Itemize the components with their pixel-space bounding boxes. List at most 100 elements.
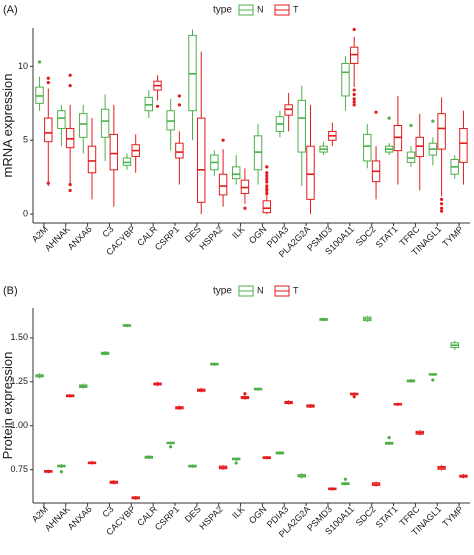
box-n-sdc2 bbox=[363, 124, 372, 169]
box-n-anxa6 bbox=[79, 383, 88, 389]
box-t-des bbox=[197, 51, 206, 215]
outlier-point bbox=[439, 202, 444, 206]
box-t-psmd3 bbox=[328, 122, 337, 147]
box-n-c3 bbox=[100, 94, 110, 161]
box-n-ogn bbox=[253, 387, 263, 391]
y-axis-label: mRNA expression bbox=[0, 73, 15, 177]
x-tick-label: TYMP bbox=[440, 224, 465, 249]
outlier-point bbox=[387, 116, 391, 120]
x-tick-label: HSPA2 bbox=[197, 224, 224, 251]
outlier-point bbox=[265, 177, 269, 181]
outlier-point bbox=[352, 88, 356, 92]
outlier-point bbox=[439, 209, 444, 213]
box-n-pla2g2a bbox=[297, 473, 306, 479]
x-tick-label: CSRP1 bbox=[153, 504, 181, 532]
x-tick-label: ANXA6 bbox=[66, 224, 94, 252]
box-t-anxa6 bbox=[87, 460, 97, 465]
legend-label-n: N bbox=[257, 4, 264, 14]
box-body bbox=[459, 127, 468, 163]
box-n-c3 bbox=[100, 351, 110, 356]
outlier-point bbox=[265, 188, 269, 193]
x-tick-label: ILK bbox=[230, 504, 247, 521]
box-t-ahnak bbox=[65, 394, 75, 398]
y-axis-label: Protein expression bbox=[0, 352, 15, 460]
box-t-pla2g2a bbox=[306, 403, 315, 409]
outlier-point bbox=[352, 103, 356, 107]
box-n-pdia3 bbox=[275, 110, 285, 138]
box-t-c3 bbox=[109, 480, 119, 485]
box-body bbox=[437, 113, 446, 150]
box-t-hspa2 bbox=[218, 138, 228, 207]
box-t-a2m bbox=[44, 76, 53, 187]
box-n-tfrc bbox=[406, 378, 416, 383]
box-n-cacybp bbox=[122, 323, 132, 328]
box-body bbox=[197, 117, 206, 203]
y-tick-label: 1.00 bbox=[10, 420, 28, 430]
outlier-point bbox=[352, 100, 356, 104]
outlier-point bbox=[265, 174, 269, 178]
box-n-ahnak bbox=[57, 464, 66, 474]
box-t-s100a11 bbox=[349, 27, 359, 107]
outlier-point bbox=[221, 138, 225, 142]
y-tick-label: 0 bbox=[23, 209, 28, 219]
box-n-tymp bbox=[450, 340, 459, 351]
box-n-pdia3 bbox=[275, 451, 285, 455]
box-t-psmd3 bbox=[328, 487, 337, 491]
box-t-csrp1 bbox=[175, 405, 184, 410]
outlier-point bbox=[343, 477, 348, 481]
box-body bbox=[231, 166, 241, 180]
box-body bbox=[100, 108, 110, 138]
outlier-point bbox=[352, 92, 356, 97]
outlier-point bbox=[243, 206, 247, 210]
box-body bbox=[297, 99, 306, 153]
box-t-cacybp bbox=[131, 134, 140, 173]
outlier-point bbox=[46, 76, 50, 80]
box-n-csrp1 bbox=[166, 98, 175, 151]
box-n-a2m bbox=[35, 60, 44, 111]
outlier-point bbox=[46, 181, 50, 185]
box-body bbox=[109, 133, 119, 171]
box-body bbox=[175, 142, 184, 159]
y-tick-label: 1.25 bbox=[10, 376, 28, 386]
outlier-point bbox=[68, 84, 72, 88]
legend-title: type bbox=[213, 286, 232, 297]
outlier-point bbox=[68, 188, 72, 193]
outlier-point bbox=[431, 119, 435, 123]
box-t-tinagl1 bbox=[437, 97, 446, 213]
box-n-a2m bbox=[35, 373, 44, 379]
outlier-point bbox=[265, 184, 269, 188]
outlier-point bbox=[169, 445, 173, 449]
box-n-anxa6 bbox=[79, 104, 88, 154]
box-n-calr bbox=[144, 455, 154, 460]
legend: type N T bbox=[213, 285, 299, 296]
box-t-tymp bbox=[459, 110, 468, 185]
box-t-sdc2 bbox=[371, 110, 381, 200]
outlier-point bbox=[59, 470, 64, 474]
outlier-point bbox=[68, 73, 72, 77]
box-t-a2m bbox=[44, 469, 53, 474]
outlier-point bbox=[352, 97, 356, 101]
outlier-point bbox=[234, 461, 238, 465]
box-t-tfrc bbox=[415, 113, 424, 191]
box-n-s100a11 bbox=[341, 477, 350, 486]
box-t-csrp1 bbox=[175, 94, 184, 185]
outlier-point bbox=[352, 395, 356, 399]
box-n-s100a11 bbox=[341, 56, 350, 111]
outlier-point bbox=[68, 182, 72, 187]
legend-label-t: T bbox=[293, 285, 299, 295]
box-t-stat1 bbox=[393, 95, 403, 185]
x-tick-label: ILK bbox=[230, 224, 247, 241]
box-n-csrp1 bbox=[166, 441, 175, 449]
outlier-point bbox=[265, 171, 269, 175]
box-t-pla2g2a bbox=[306, 104, 315, 215]
outlier-point bbox=[439, 206, 444, 210]
outlier-point bbox=[439, 197, 444, 201]
box-n-ogn bbox=[253, 124, 263, 185]
outlier-point bbox=[46, 81, 50, 85]
chart-panel-b: (B) type N T Protein expression 0.75 1.00 1.25 1… bbox=[0, 285, 470, 539]
box-body bbox=[79, 113, 88, 138]
box-n-tinagl1 bbox=[428, 119, 438, 166]
box-t-calr bbox=[153, 75, 162, 108]
box-body bbox=[262, 200, 272, 214]
